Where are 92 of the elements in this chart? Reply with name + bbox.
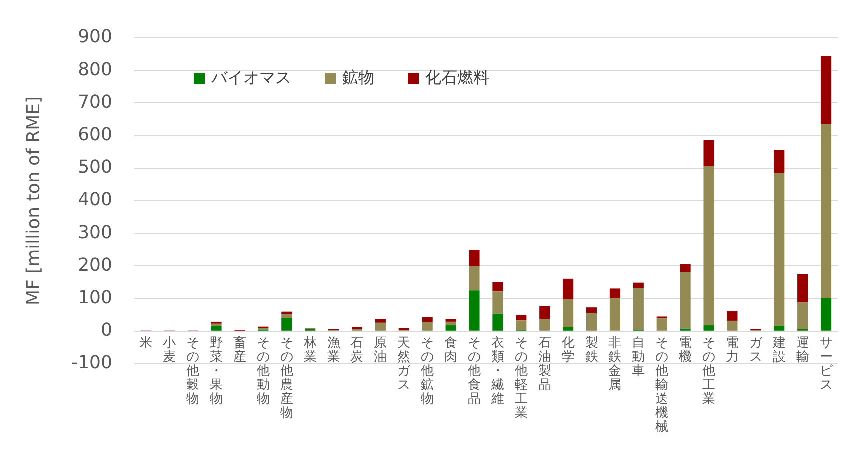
bar	[516, 315, 527, 321]
bar	[704, 140, 714, 166]
x-tick-label: 原油	[374, 336, 388, 366]
x-tick-label: その他工業	[702, 336, 716, 408]
y-tick-label: 600	[78, 124, 112, 146]
bar	[469, 290, 480, 331]
y-tick-label: 0	[101, 320, 112, 342]
bar	[469, 266, 480, 291]
bar	[375, 322, 386, 331]
y-tick-label: 500	[78, 157, 112, 178]
x-tick-label: 非鉄金属	[608, 336, 622, 394]
legend-label: 化石燃料	[425, 68, 490, 89]
legend-label: 鉱物	[342, 68, 374, 89]
x-tick-label: 小麦	[163, 336, 176, 366]
x-tick-label: ガス	[749, 336, 762, 366]
bar	[469, 250, 480, 266]
x-tick-label: 野菜・果物	[210, 336, 224, 408]
bar	[680, 264, 691, 272]
bar	[774, 326, 785, 331]
y-tick-label: 300	[78, 222, 112, 244]
y-axis-title: MF [million ton of RME]	[23, 96, 44, 306]
x-tick-label: 製鉄	[585, 336, 598, 366]
bar	[821, 56, 832, 124]
bar	[282, 314, 292, 318]
bar	[540, 306, 550, 320]
bar	[375, 319, 386, 323]
bar	[492, 292, 504, 314]
x-tick-label: サービス	[820, 336, 833, 394]
bar	[798, 274, 808, 303]
bar	[798, 302, 808, 330]
x-tick-label: 電力	[726, 336, 739, 366]
x-tick-label: 畜産	[233, 336, 246, 366]
x-tick-label: 林業	[304, 336, 317, 366]
bar	[680, 272, 691, 329]
bar	[633, 288, 644, 330]
x-tick-label: その他食品	[468, 336, 481, 408]
bar	[563, 278, 574, 300]
x-tick-label: その他軽工業	[514, 336, 528, 422]
x-tick-label: 天然ガス	[398, 336, 411, 394]
bar	[821, 298, 832, 331]
bar	[563, 327, 574, 331]
bar	[492, 314, 504, 331]
x-tick-label: 運輸	[796, 336, 810, 366]
y-tick-label: 100	[78, 287, 112, 308]
bar	[633, 282, 644, 288]
bar	[211, 326, 222, 331]
bar	[540, 319, 550, 331]
bar	[446, 326, 456, 331]
bar	[727, 320, 738, 331]
bar	[516, 320, 527, 330]
bar	[610, 298, 620, 331]
x-tick-label: その他農産物	[280, 336, 294, 422]
bar	[282, 312, 292, 314]
bar	[586, 308, 598, 314]
x-tick-label: その他動物	[256, 336, 270, 408]
x-tick-label: 食肉	[444, 336, 458, 366]
x-tick-label: 衣類・繊維	[491, 336, 504, 408]
bar	[727, 312, 738, 321]
bar	[774, 150, 785, 173]
bar	[704, 166, 714, 326]
legend-label: バイオマス	[211, 68, 292, 89]
bar	[774, 172, 785, 326]
x-tick-label: 石油製品	[538, 336, 552, 394]
x-tick-label: 石炭	[350, 336, 364, 366]
bar	[492, 282, 504, 292]
y-tick-label: 400	[78, 190, 112, 211]
y-tick-label: -100	[72, 352, 112, 374]
bar	[821, 124, 832, 298]
x-tick-label: その他穀物	[186, 336, 200, 408]
x-tick-label: 漁業	[327, 336, 340, 366]
bar	[282, 318, 292, 331]
bar	[422, 322, 433, 331]
bar	[586, 313, 598, 331]
bar	[422, 317, 433, 322]
x-tick-label: 建設	[772, 336, 786, 366]
bar	[704, 326, 714, 331]
x-tick-label: その他輸送機械	[656, 336, 669, 436]
bar	[610, 288, 620, 298]
bar	[211, 324, 222, 327]
y-tick-label: 800	[78, 59, 112, 80]
bar	[446, 319, 456, 322]
y-tick-label: 200	[78, 254, 112, 276]
bar	[563, 299, 574, 328]
x-tick-label: 米	[140, 336, 153, 352]
bar	[446, 322, 456, 326]
x-tick-label: その他鉱物	[421, 336, 434, 408]
y-tick-label: 900	[78, 26, 112, 48]
x-tick-label: 電機	[679, 336, 692, 366]
y-tick-label: 700	[78, 92, 112, 113]
bar	[656, 318, 668, 331]
x-tick-label: 化学	[562, 336, 575, 366]
x-tick-label: 自動車	[632, 336, 646, 380]
